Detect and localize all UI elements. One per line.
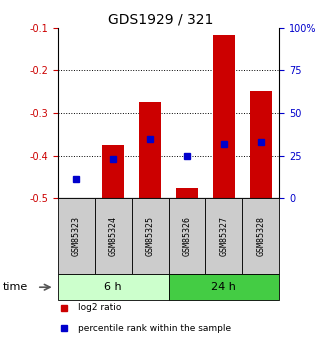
Bar <box>95 198 132 274</box>
Text: 6 h: 6 h <box>104 282 122 292</box>
Bar <box>132 198 169 274</box>
Bar <box>58 198 95 274</box>
Bar <box>139 102 161 198</box>
Bar <box>242 198 279 274</box>
Text: GSM85326: GSM85326 <box>182 216 192 256</box>
Text: 24 h: 24 h <box>212 282 236 292</box>
Text: GDS1929 / 321: GDS1929 / 321 <box>108 12 213 26</box>
Bar <box>176 188 198 198</box>
Bar <box>58 274 169 300</box>
Bar <box>213 35 235 198</box>
Bar <box>169 198 205 274</box>
Text: GSM85328: GSM85328 <box>256 216 265 256</box>
Bar <box>169 274 279 300</box>
Text: GSM85327: GSM85327 <box>219 216 229 256</box>
Bar <box>102 145 124 198</box>
Text: percentile rank within the sample: percentile rank within the sample <box>78 324 231 333</box>
Bar <box>250 91 272 198</box>
Bar <box>205 198 242 274</box>
Text: time: time <box>3 282 29 292</box>
Text: GSM85325: GSM85325 <box>145 216 155 256</box>
Text: GSM85324: GSM85324 <box>108 216 118 256</box>
Text: log2 ratio: log2 ratio <box>78 303 121 313</box>
Text: GSM85323: GSM85323 <box>72 216 81 256</box>
